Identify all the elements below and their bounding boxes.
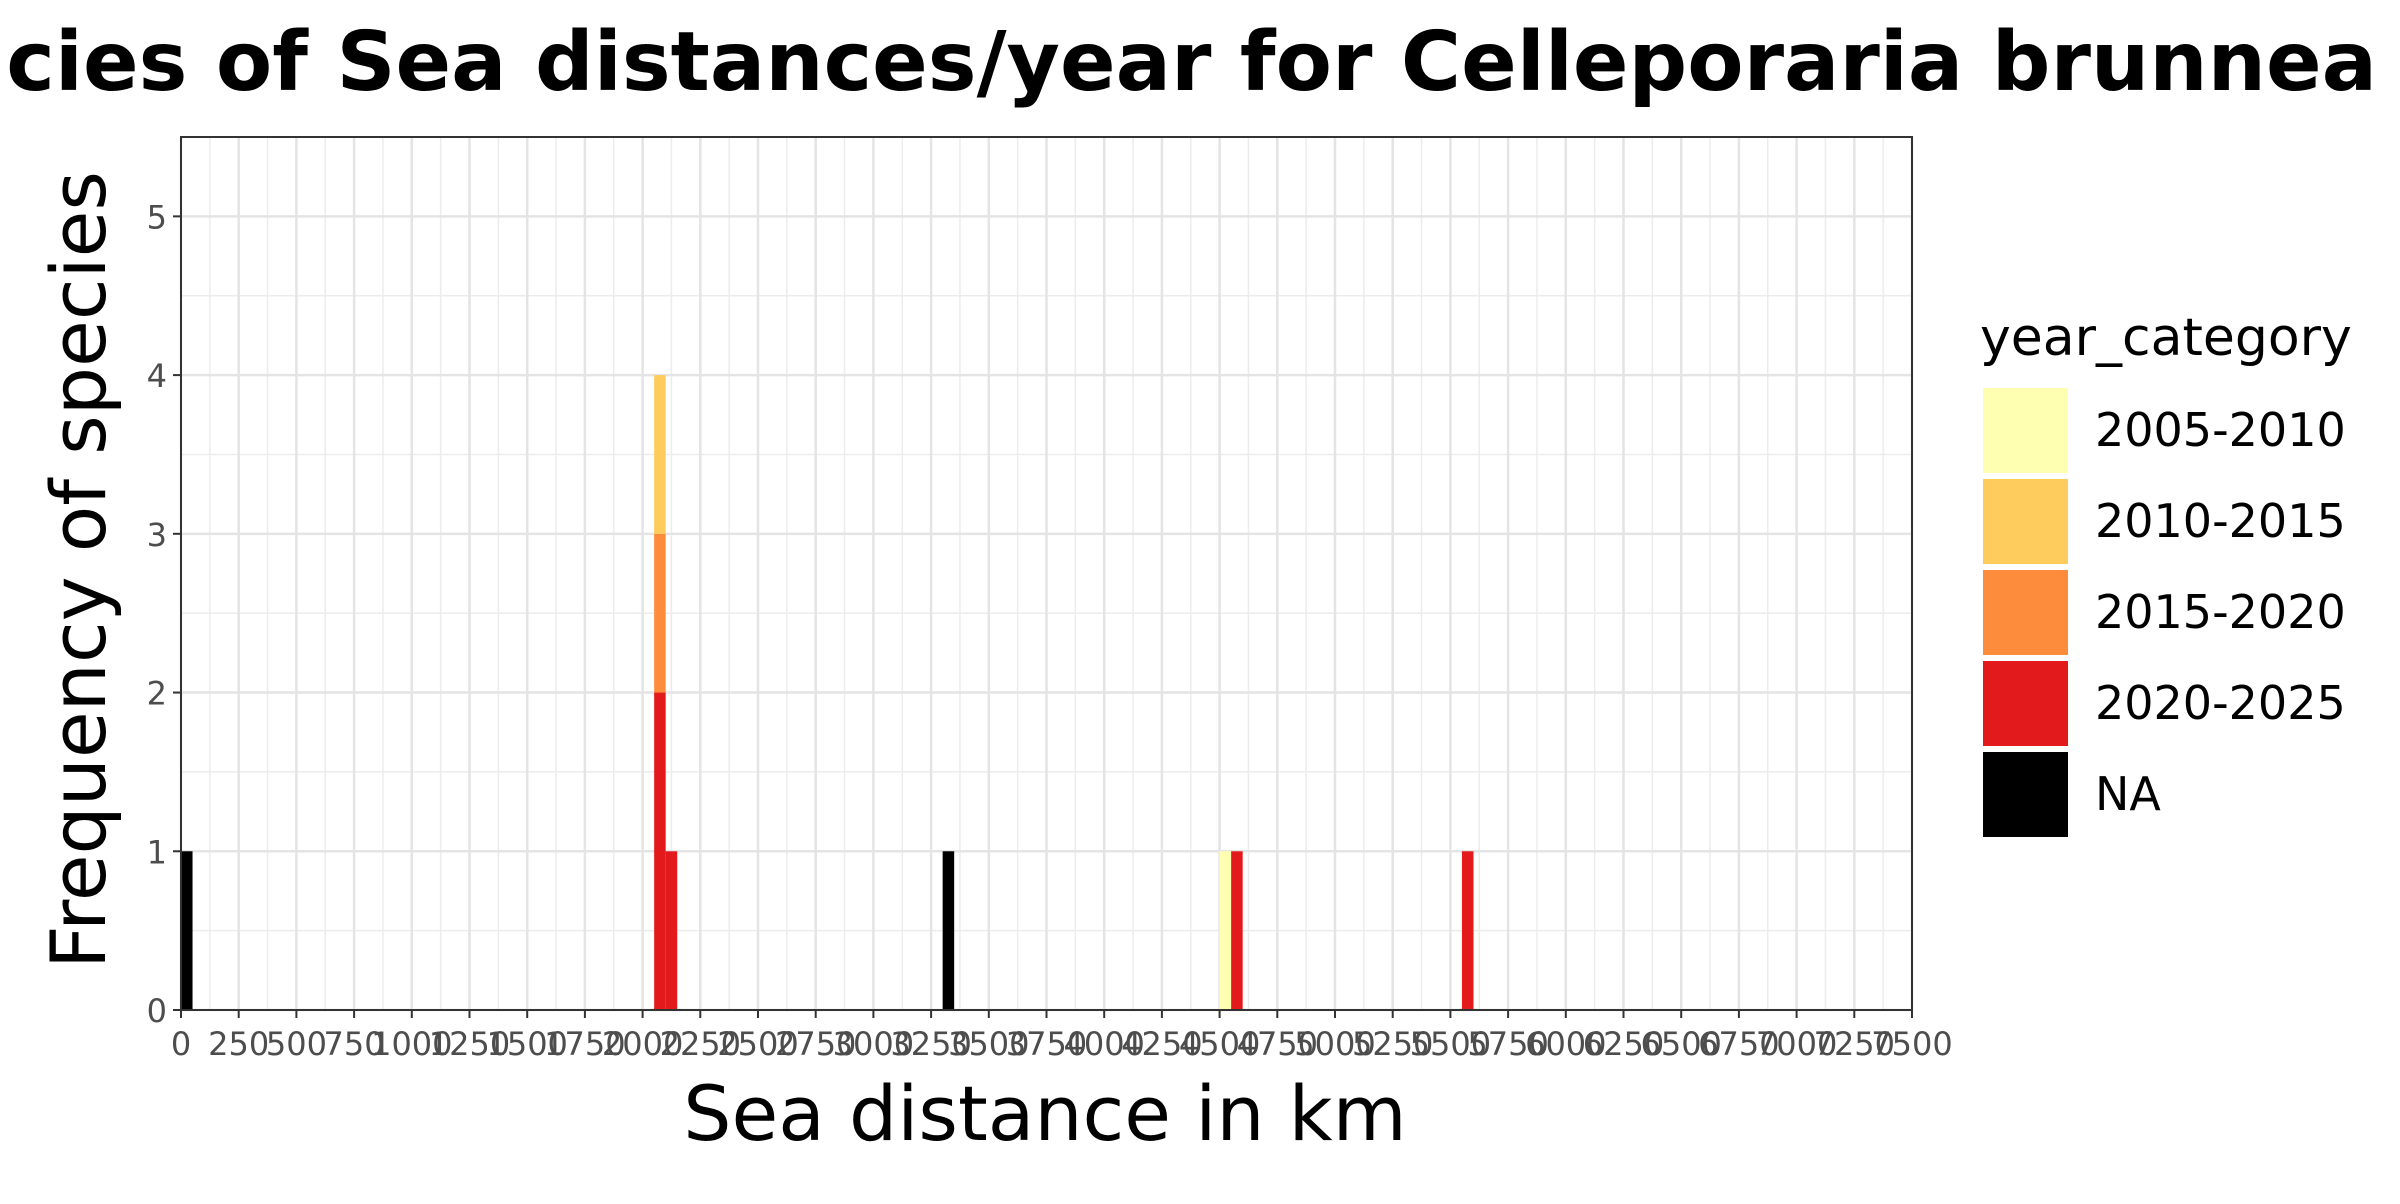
x-tick-label: 500 bbox=[266, 1025, 327, 1063]
legend-label: 2005-2010 bbox=[2095, 403, 2346, 457]
y-tick-label: 0 bbox=[147, 992, 167, 1030]
x-tick-label: 1750 bbox=[544, 1025, 625, 1063]
bars bbox=[181, 375, 1474, 1010]
x-tick-label: 3500 bbox=[948, 1025, 1029, 1063]
x-tick-label: 5250 bbox=[1352, 1025, 1433, 1063]
legend-label: NA bbox=[2095, 767, 2161, 821]
x-tick-label: 7250 bbox=[1814, 1025, 1895, 1063]
x-tick-label: 2000 bbox=[602, 1025, 683, 1063]
x-tick-label: 7000 bbox=[1756, 1025, 1837, 1063]
y-tick-label: 4 bbox=[147, 357, 167, 395]
bar-segment-na bbox=[181, 851, 193, 1010]
bar-segment-2010-2015 bbox=[654, 375, 666, 534]
chart-title: Frequencies of Sea distances/year for Ce… bbox=[0, 15, 2400, 110]
x-tick-label: 3250 bbox=[890, 1025, 971, 1063]
bar-segment-2020-2025 bbox=[1231, 851, 1243, 1010]
legend-key-2015-2020 bbox=[1983, 570, 2068, 655]
y-tick-label: 3 bbox=[147, 516, 167, 554]
legend: 2005-2010 2010-2015 2015-2020 2020-2025 NA bbox=[1983, 388, 2346, 837]
x-tick-label: 2500 bbox=[717, 1025, 798, 1063]
x-tick-label: 250 bbox=[208, 1025, 269, 1063]
x-tick-label: 2250 bbox=[660, 1025, 741, 1063]
legend-label: 2010-2015 bbox=[2095, 494, 2346, 548]
x-tick-label: 5500 bbox=[1410, 1025, 1491, 1063]
y-tick-label: 2 bbox=[147, 675, 167, 713]
x-tick-label: 4750 bbox=[1237, 1025, 1318, 1063]
legend-key-na bbox=[1983, 752, 2068, 837]
x-tick-label: 4250 bbox=[1121, 1025, 1202, 1063]
bar-segment-2020-2025 bbox=[665, 851, 678, 1010]
legend-label: 2015-2020 bbox=[2095, 585, 2346, 639]
x-tick-label: 5000 bbox=[1294, 1025, 1375, 1063]
x-tick-label: 1500 bbox=[486, 1025, 567, 1063]
legend-label: 2020-2025 bbox=[2095, 676, 2346, 730]
x-tick-label: 6750 bbox=[1698, 1025, 1779, 1063]
y-tick-label: 5 bbox=[147, 198, 167, 236]
bar-segment-na bbox=[942, 851, 955, 1010]
x-tick-label: 6000 bbox=[1525, 1025, 1606, 1063]
x-tick-label: 2750 bbox=[775, 1025, 856, 1063]
x-tick-label: 3000 bbox=[833, 1025, 914, 1063]
y-axis-ticks: 0 1 2 3 4 5 bbox=[147, 198, 181, 1030]
x-tick-label: 6250 bbox=[1583, 1025, 1664, 1063]
x-tick-label: 7500 bbox=[1871, 1025, 1952, 1063]
x-axis-ticks: 0 250500750100012501500175020002250250027… bbox=[171, 1010, 1953, 1063]
x-axis-title: Sea distance in km bbox=[683, 1069, 1406, 1158]
x-tick-label: 750 bbox=[324, 1025, 385, 1063]
bar-segment-2015-2020 bbox=[654, 533, 666, 693]
legend-key-2010-2015 bbox=[1983, 479, 2068, 564]
x-tick-label: 1000 bbox=[371, 1025, 452, 1063]
legend-key-2020-2025 bbox=[1983, 661, 2068, 746]
legend-key-2005-2010 bbox=[1983, 388, 2068, 473]
y-tick-label: 1 bbox=[147, 833, 167, 871]
x-tick-label: 3750 bbox=[1006, 1025, 1087, 1063]
legend-title: year_category bbox=[1980, 308, 2352, 368]
bar-segment-2020-2025 bbox=[1461, 851, 1474, 1010]
bar-segment-2020-2025 bbox=[654, 692, 666, 1010]
bar-segment-2005-2010 bbox=[1219, 851, 1232, 1010]
y-axis-title: Frequency of species bbox=[34, 171, 123, 969]
x-tick-label: 4500 bbox=[1179, 1025, 1260, 1063]
x-tick-label: 1250 bbox=[429, 1025, 510, 1063]
x-tick-label: 4000 bbox=[1063, 1025, 1144, 1063]
x-tick-label: 5750 bbox=[1467, 1025, 1548, 1063]
x-tick-label: 6500 bbox=[1640, 1025, 1721, 1063]
x-tick-label: 0 bbox=[171, 1025, 191, 1063]
